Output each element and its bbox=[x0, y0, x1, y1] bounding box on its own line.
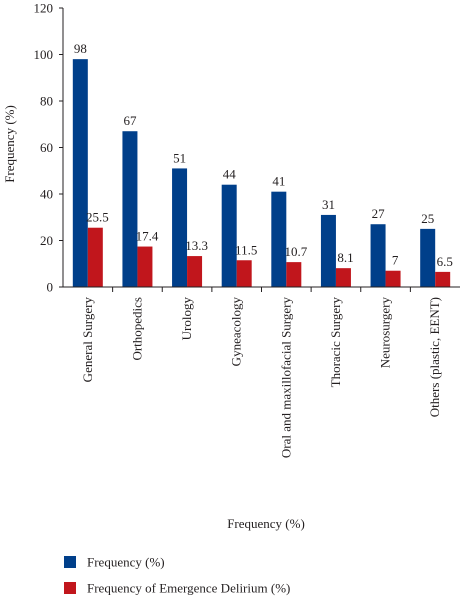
data-label: 10.7 bbox=[284, 244, 307, 259]
x-axis-label: Frequency (%) bbox=[227, 516, 305, 531]
bar-series-1 bbox=[172, 168, 188, 287]
data-label: 25 bbox=[421, 211, 434, 226]
bar-series-1 bbox=[420, 228, 436, 287]
bar-series-2 bbox=[286, 262, 302, 287]
x-tick-label: Orthopedics bbox=[129, 297, 144, 361]
data-label: 6.5 bbox=[437, 254, 453, 269]
x-tick-label: Thoracic Surgery bbox=[328, 297, 343, 388]
bar-series-2 bbox=[137, 246, 153, 287]
y-tick-label: 80 bbox=[40, 94, 53, 109]
bar-series-1 bbox=[370, 224, 386, 287]
bar-series-1 bbox=[221, 184, 237, 287]
data-label: 51 bbox=[173, 150, 186, 165]
data-label: 25.5 bbox=[86, 210, 109, 225]
y-tick-label: 100 bbox=[34, 47, 54, 62]
bar-series-1 bbox=[72, 59, 88, 288]
legend-label: Frequency of Emergence Delirium (%) bbox=[87, 581, 290, 596]
data-label: 7 bbox=[392, 253, 399, 268]
axes bbox=[62, 8, 460, 292]
data-label: 11.5 bbox=[235, 242, 257, 257]
bar-series-2 bbox=[236, 260, 252, 287]
bars bbox=[72, 59, 451, 288]
data-label: 67 bbox=[123, 113, 137, 128]
bar-series-2 bbox=[187, 256, 203, 287]
y-axis-label: Frequency (%) bbox=[2, 105, 17, 183]
bar-series-2 bbox=[385, 270, 401, 287]
data-label: 31 bbox=[322, 197, 335, 212]
bar-series-2 bbox=[87, 227, 103, 287]
x-tick-label: Others (plastic, EENT) bbox=[427, 297, 442, 417]
y-tick-label: 120 bbox=[34, 1, 54, 16]
data-label: 98 bbox=[74, 41, 87, 56]
bar-series-1 bbox=[271, 191, 287, 287]
legend-swatch bbox=[64, 582, 76, 594]
y-axis-ticks: 0 20 40 60 80 100 120 bbox=[34, 1, 63, 295]
bar-series-1 bbox=[122, 131, 138, 287]
bar-series-2 bbox=[435, 271, 451, 287]
x-tick-label: Gyneacology bbox=[229, 297, 244, 367]
x-tick-label: Neurosurgery bbox=[378, 297, 393, 369]
x-tick-label: Urology bbox=[179, 297, 194, 341]
y-tick-label: 60 bbox=[40, 140, 53, 155]
data-label: 44 bbox=[223, 167, 237, 182]
x-axis-ticks: General Surgery Orthopedics Urology Gyneaco… bbox=[80, 297, 442, 459]
legend: Frequency (%) Frequency of Emergence Deli… bbox=[64, 555, 290, 596]
x-tick-label: General Surgery bbox=[80, 297, 95, 383]
bar-series-2 bbox=[335, 268, 351, 287]
data-label: 27 bbox=[372, 206, 386, 221]
data-label: 41 bbox=[272, 174, 285, 189]
data-label: 17.4 bbox=[136, 229, 159, 244]
legend-label: Frequency (%) bbox=[87, 555, 165, 570]
y-tick-label: 20 bbox=[40, 233, 53, 248]
y-tick-label: 40 bbox=[40, 187, 53, 202]
bar-series-1 bbox=[320, 214, 336, 287]
value-labels: 98 67 51 44 41 31 27 25 25.5 17.4 13.3 11.5 10.7 8.1 7… bbox=[74, 41, 453, 269]
legend-swatch bbox=[64, 556, 76, 568]
data-label: 8.1 bbox=[337, 250, 353, 265]
data-label: 13.3 bbox=[185, 238, 208, 253]
y-tick-label: 0 bbox=[47, 280, 54, 295]
x-tick-label: Oral and maxillofacial Surgery bbox=[278, 297, 293, 459]
